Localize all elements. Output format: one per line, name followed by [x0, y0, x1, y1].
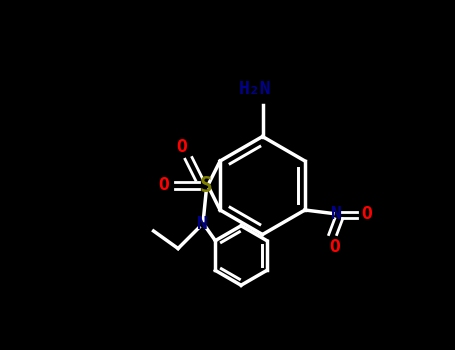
Text: S: S — [200, 175, 212, 196]
Text: O: O — [176, 138, 187, 156]
Text: H₂N: H₂N — [239, 80, 272, 98]
Text: N: N — [197, 215, 208, 233]
Text: O: O — [329, 238, 340, 256]
Text: O: O — [361, 204, 372, 223]
Text: O: O — [159, 176, 170, 195]
Text: N: N — [331, 204, 342, 223]
